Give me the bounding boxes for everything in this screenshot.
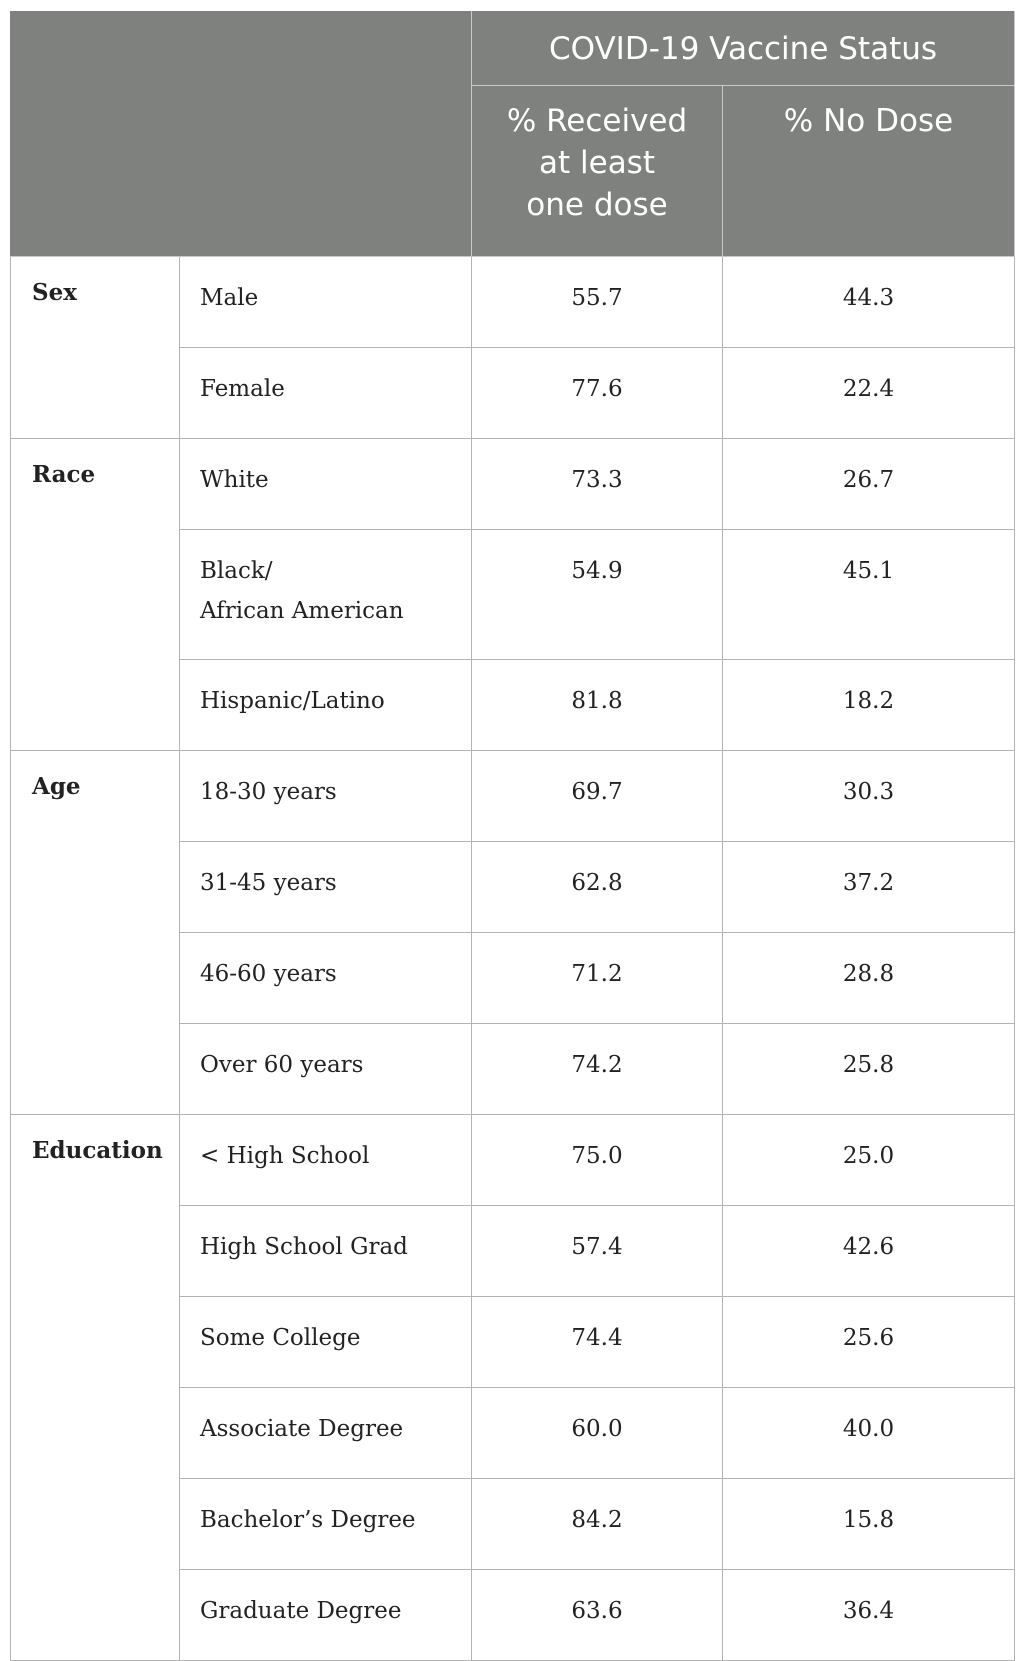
- row-received: 71.2: [471, 932, 723, 1024]
- row-category: Bachelor’s Degree: [179, 1478, 472, 1570]
- row-category: Hispanic/Latino: [179, 659, 472, 751]
- row-category: Over 60 years: [179, 1023, 472, 1115]
- row-received: 62.8: [471, 841, 723, 933]
- row-received: 75.0: [471, 1114, 723, 1206]
- row-category: Female: [179, 347, 472, 439]
- row-no-dose: 40.0: [722, 1387, 1015, 1479]
- row-no-dose: 25.6: [722, 1296, 1015, 1388]
- row-category: Male: [179, 256, 472, 348]
- group-label-age: Age: [10, 750, 180, 1115]
- row-received: 81.8: [471, 659, 723, 751]
- row-received: 69.7: [471, 750, 723, 842]
- row-no-dose: 25.0: [722, 1114, 1015, 1206]
- row-category: Black/ African American: [179, 529, 472, 660]
- row-category: 18-30 years: [179, 750, 472, 842]
- row-received: 74.2: [471, 1023, 723, 1115]
- row-received: 63.6: [471, 1569, 723, 1661]
- header-received-line-1: % Received: [506, 103, 688, 139]
- row-received: 55.7: [471, 256, 723, 348]
- row-category: Graduate Degree: [179, 1569, 472, 1661]
- header-vaccine-status: COVID-19 Vaccine Status: [471, 11, 1015, 86]
- row-received: 54.9: [471, 529, 723, 660]
- row-received: 84.2: [471, 1478, 723, 1570]
- row-received: 73.3: [471, 438, 723, 530]
- row-category: 31-45 years: [179, 841, 472, 933]
- row-category: < High School: [179, 1114, 472, 1206]
- row-category-line-1: Black/: [200, 558, 273, 584]
- row-category: White: [179, 438, 472, 530]
- row-received: 74.4: [471, 1296, 723, 1388]
- row-category-line-2: African American: [200, 598, 404, 624]
- row-category: High School Grad: [179, 1205, 472, 1297]
- row-no-dose: 36.4: [722, 1569, 1015, 1661]
- row-category: Associate Degree: [179, 1387, 472, 1479]
- header-received-column: % Received at least one dose: [471, 85, 723, 257]
- row-no-dose: 22.4: [722, 347, 1015, 439]
- group-label-education: Education: [10, 1114, 180, 1661]
- header-received-line-3: one dose: [526, 187, 668, 223]
- row-received: 57.4: [471, 1205, 723, 1297]
- row-received: 77.6: [471, 347, 723, 439]
- row-no-dose: 25.8: [722, 1023, 1015, 1115]
- vaccine-status-table: COVID-19 Vaccine Status % Received at le…: [10, 11, 1015, 1661]
- row-no-dose: 45.1: [722, 529, 1015, 660]
- row-category: 46-60 years: [179, 932, 472, 1024]
- row-no-dose: 44.3: [722, 256, 1015, 348]
- row-no-dose: 42.6: [722, 1205, 1015, 1297]
- row-category: Some College: [179, 1296, 472, 1388]
- row-no-dose: 15.8: [722, 1478, 1015, 1570]
- header-received-line-2: at least: [539, 145, 655, 181]
- row-no-dose: 37.2: [722, 841, 1015, 933]
- row-no-dose: 26.7: [722, 438, 1015, 530]
- group-label-race: Race: [10, 438, 180, 751]
- row-received: 60.0: [471, 1387, 723, 1479]
- row-no-dose: 30.3: [722, 750, 1015, 842]
- group-label-sex: Sex: [10, 256, 180, 439]
- header-empty-cell: [10, 11, 472, 257]
- row-no-dose: 28.8: [722, 932, 1015, 1024]
- row-no-dose: 18.2: [722, 659, 1015, 751]
- header-no-dose-column: % No Dose: [722, 85, 1015, 257]
